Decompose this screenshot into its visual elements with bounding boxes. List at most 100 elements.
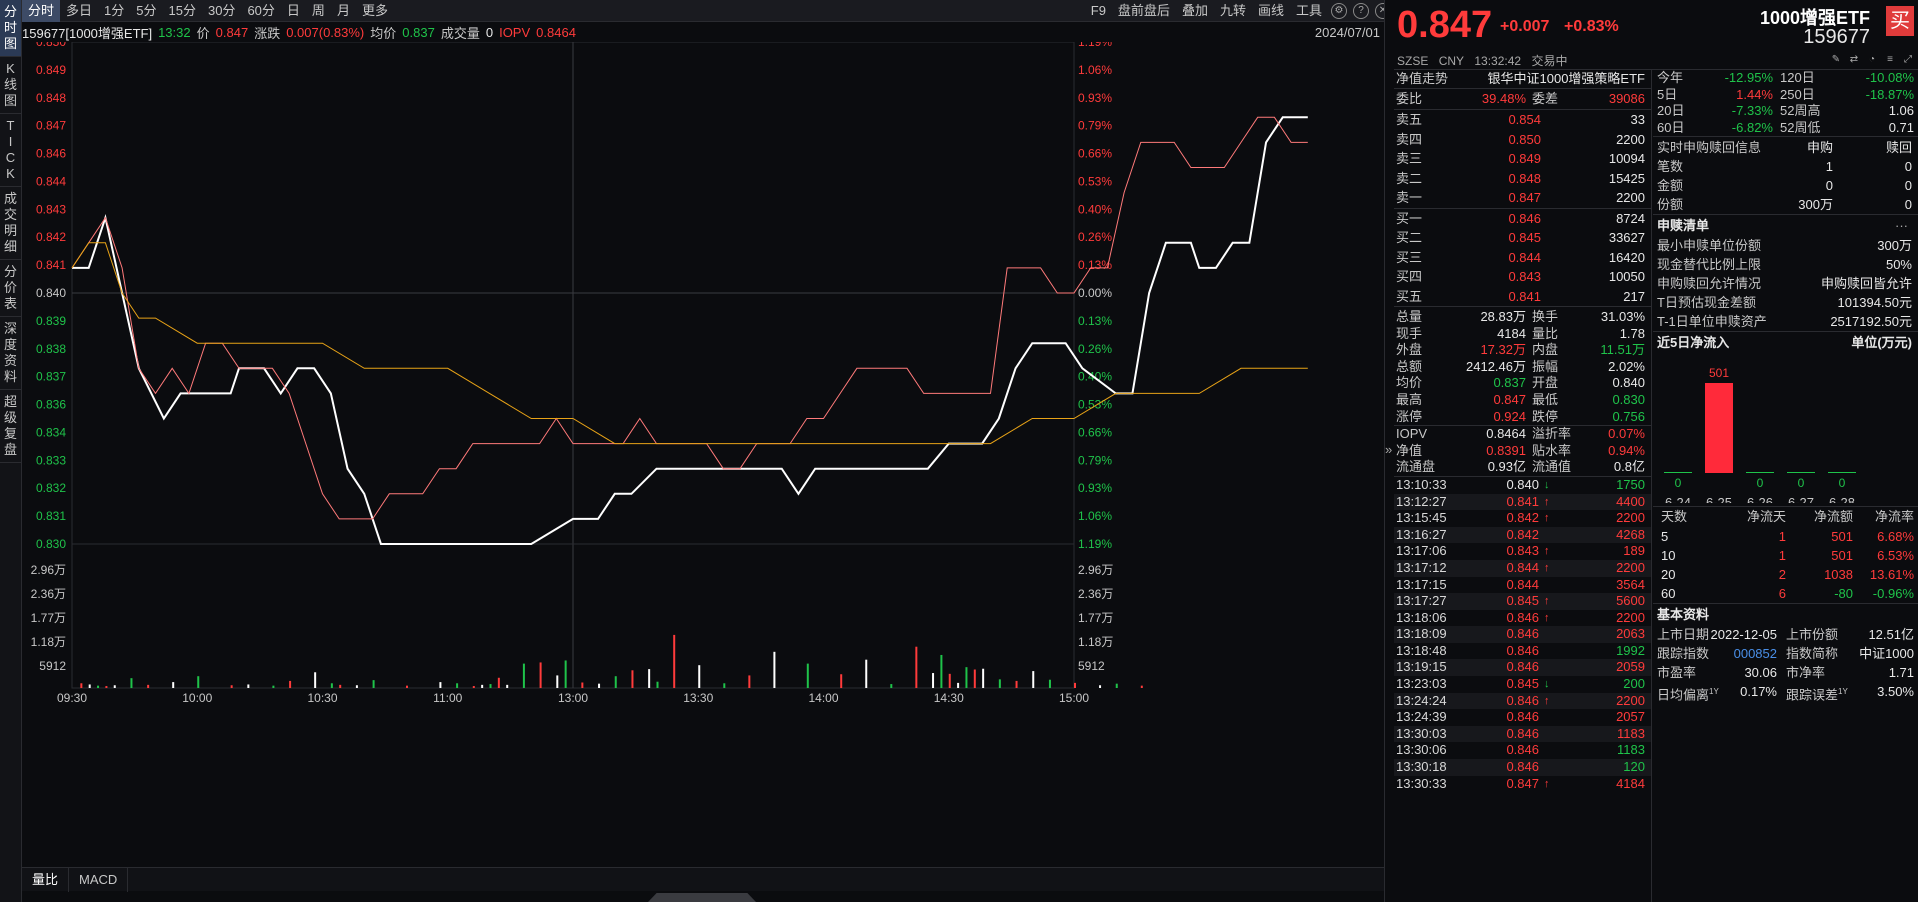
stat-value: 1.78	[1619, 325, 1645, 341]
perf-value: 1.06	[1888, 103, 1914, 118]
left-nav-item[interactable]: 分时图	[0, 0, 21, 57]
volume-tick-label: 5912	[39, 659, 66, 673]
volume-bar	[982, 668, 985, 688]
nav-trend-row[interactable]: 净值走势 银华中证1000增强策略ETF	[1394, 70, 1651, 88]
period-tab[interactable]: 分时	[22, 0, 61, 22]
period-tab[interactable]: 1分	[104, 2, 125, 18]
volume-bar	[973, 669, 976, 688]
expand-arrow-icon[interactable]: »	[1385, 442, 1393, 457]
left-nav-item[interactable]: 超级复盘	[0, 390, 21, 463]
subscription-row: 笔数 1 0	[1653, 157, 1918, 176]
inflow-days: 60	[1661, 586, 1676, 601]
left-nav-item[interactable]: 分价表	[0, 260, 21, 317]
tick-price: 0.842	[1506, 510, 1539, 526]
period-tab[interactable]: 5分	[136, 2, 157, 18]
bid-level: 买四 0.843 10050	[1394, 267, 1651, 287]
menu-icon[interactable]: ≡	[1887, 54, 1893, 65]
bid-price: 0.843	[1508, 269, 1541, 284]
buy-button[interactable]: 买	[1886, 6, 1914, 36]
volume-bar	[1015, 680, 1018, 688]
bid-price: 0.841	[1508, 288, 1541, 304]
pct-tick-label: 1.06%	[1078, 63, 1112, 77]
net-inflow-value-label: 0	[1798, 476, 1805, 490]
intraday-chart[interactable]: 0.850 1.19% 0.849 1.06% 0.848 0.93% 0.847 0.79%…	[22, 42, 1394, 857]
period-tab[interactable]: 日	[286, 2, 300, 18]
volume-bar	[806, 663, 809, 688]
stat-value: 0.07%	[1608, 426, 1645, 442]
toolbar-button[interactable]: 画线	[1257, 2, 1284, 18]
stat-value: 0.8亿	[1613, 459, 1645, 475]
net-inflow-value-label: 501	[1709, 366, 1729, 380]
weicha-label: 委差	[1532, 91, 1559, 106]
toolbar-button[interactable]: 叠加	[1181, 2, 1208, 18]
tick-list[interactable]: 13:10:33 0.840 ↓ 1750 13:12:27 0.841 ↑ 4400 13:1…	[1394, 475, 1651, 792]
period-tab[interactable]: 30分	[207, 2, 236, 18]
tick-row: 13:15:45 0.842 ↑ 2200	[1394, 510, 1651, 527]
creation-list-more[interactable]: ···	[1895, 218, 1908, 233]
stat-row: 流通盘 0.93亿 流通值 0.8亿	[1394, 459, 1651, 476]
volume-bar	[489, 684, 492, 688]
volume-bar	[506, 684, 509, 688]
tick-time: 13:18:09	[1396, 626, 1447, 642]
link-icon[interactable]: ⇄	[1849, 54, 1859, 65]
tick-time: 13:16:27	[1396, 526, 1447, 542]
tick-volume: 189	[1623, 543, 1645, 559]
ask-level: 卖一 0.847 2200	[1394, 188, 1651, 208]
tick-price: 0.846	[1506, 725, 1539, 741]
stat-row: 现手 4184 量比 1.78	[1394, 326, 1651, 343]
tick-volume: 200	[1623, 676, 1645, 692]
tick-volume: 2059	[1616, 659, 1645, 675]
period-tab[interactable]: 月	[336, 2, 350, 18]
chart-svg[interactable]: 0.850 1.19% 0.849 1.06% 0.848 0.93% 0.847 0.79%…	[22, 42, 1394, 857]
pct-tick-label: 0.53%	[1078, 174, 1112, 188]
tick-time: 13:10:33	[1396, 476, 1447, 492]
quote-time: 13:32:42	[1474, 54, 1522, 68]
arrow-up-icon: ↑	[1544, 545, 1550, 558]
toolbar-tools: F9 盘前盘后 叠加 九转 画线 工具 ⚙? ✕	[1085, 0, 1394, 22]
expand-icon[interactable]: ⤢	[1904, 54, 1912, 65]
period-tab[interactable]: 多日	[66, 2, 93, 18]
security-code: 159677	[1803, 26, 1870, 48]
info-iopv: 0.8464	[536, 24, 576, 40]
stat-row: 外盘 17.32万 内盘 11.51万	[1394, 342, 1651, 359]
period-tab[interactable]: 周	[311, 2, 325, 18]
basic-value: 1.71	[1888, 665, 1914, 680]
toolbar-button[interactable]: F9	[1090, 2, 1106, 18]
help-icon[interactable]: ?	[1353, 2, 1369, 19]
left-nav-item[interactable]: 成交明细	[0, 187, 21, 260]
price-tick-label: 0.847	[36, 119, 66, 133]
bid-label: 买五	[1396, 288, 1423, 304]
toolbar-button[interactable]: 九转	[1219, 2, 1246, 18]
volume-bar	[497, 677, 500, 688]
ask-price: 0.854	[1508, 112, 1541, 127]
price-change: +0.007	[1500, 18, 1550, 35]
toolbar-button[interactable]: 盘前盘后	[1117, 2, 1170, 18]
stat-row: 涨停 0.924 跌停 0.756	[1394, 409, 1651, 426]
period-tab[interactable]: 更多	[361, 2, 388, 18]
panel-splitter[interactable]	[1384, 0, 1394, 902]
quote-subinfo: SZSE CNY 13:32:42 交易中	[1397, 52, 1574, 69]
ask-level: 卖五 0.854 33	[1394, 110, 1651, 130]
collapse-handle[interactable]	[648, 893, 756, 902]
price-tick-label: 0.848	[36, 91, 66, 105]
edit-icon[interactable]: ✎	[1831, 54, 1841, 65]
tick-price: 0.845	[1506, 593, 1539, 609]
net-inflow-chart: 0 6-24 501 6-25 0 6-26 0 6-27 0 6-28	[1664, 366, 1856, 510]
indicator-tab[interactable]: MACD	[69, 867, 129, 892]
alert-icon[interactable]: ◔	[1868, 54, 1876, 65]
basic-value: 000852	[1733, 646, 1777, 661]
fund-stats: IOPV 0.8464 溢折率 0.07% 净值 0.8391 贴水率 0.94% 流通盘 0.9…	[1394, 425, 1651, 476]
period-tab[interactable]: 15分	[168, 2, 196, 18]
period-tab[interactable]: 60分	[247, 2, 275, 18]
tick-row: 13:30:03 0.846 1183	[1394, 725, 1651, 743]
stat-value: 0.837	[1493, 375, 1526, 391]
left-nav-item[interactable]: 深度资料	[0, 317, 21, 390]
volume-bar	[130, 678, 133, 688]
nav-trend-label: 净值走势	[1396, 71, 1449, 86]
indicator-tab[interactable]: 量比	[22, 867, 70, 892]
tick-time: 13:17:12	[1396, 559, 1447, 575]
toolbar-button[interactable]: 工具	[1295, 2, 1322, 18]
settings-icon[interactable]: ⚙	[1331, 2, 1347, 19]
